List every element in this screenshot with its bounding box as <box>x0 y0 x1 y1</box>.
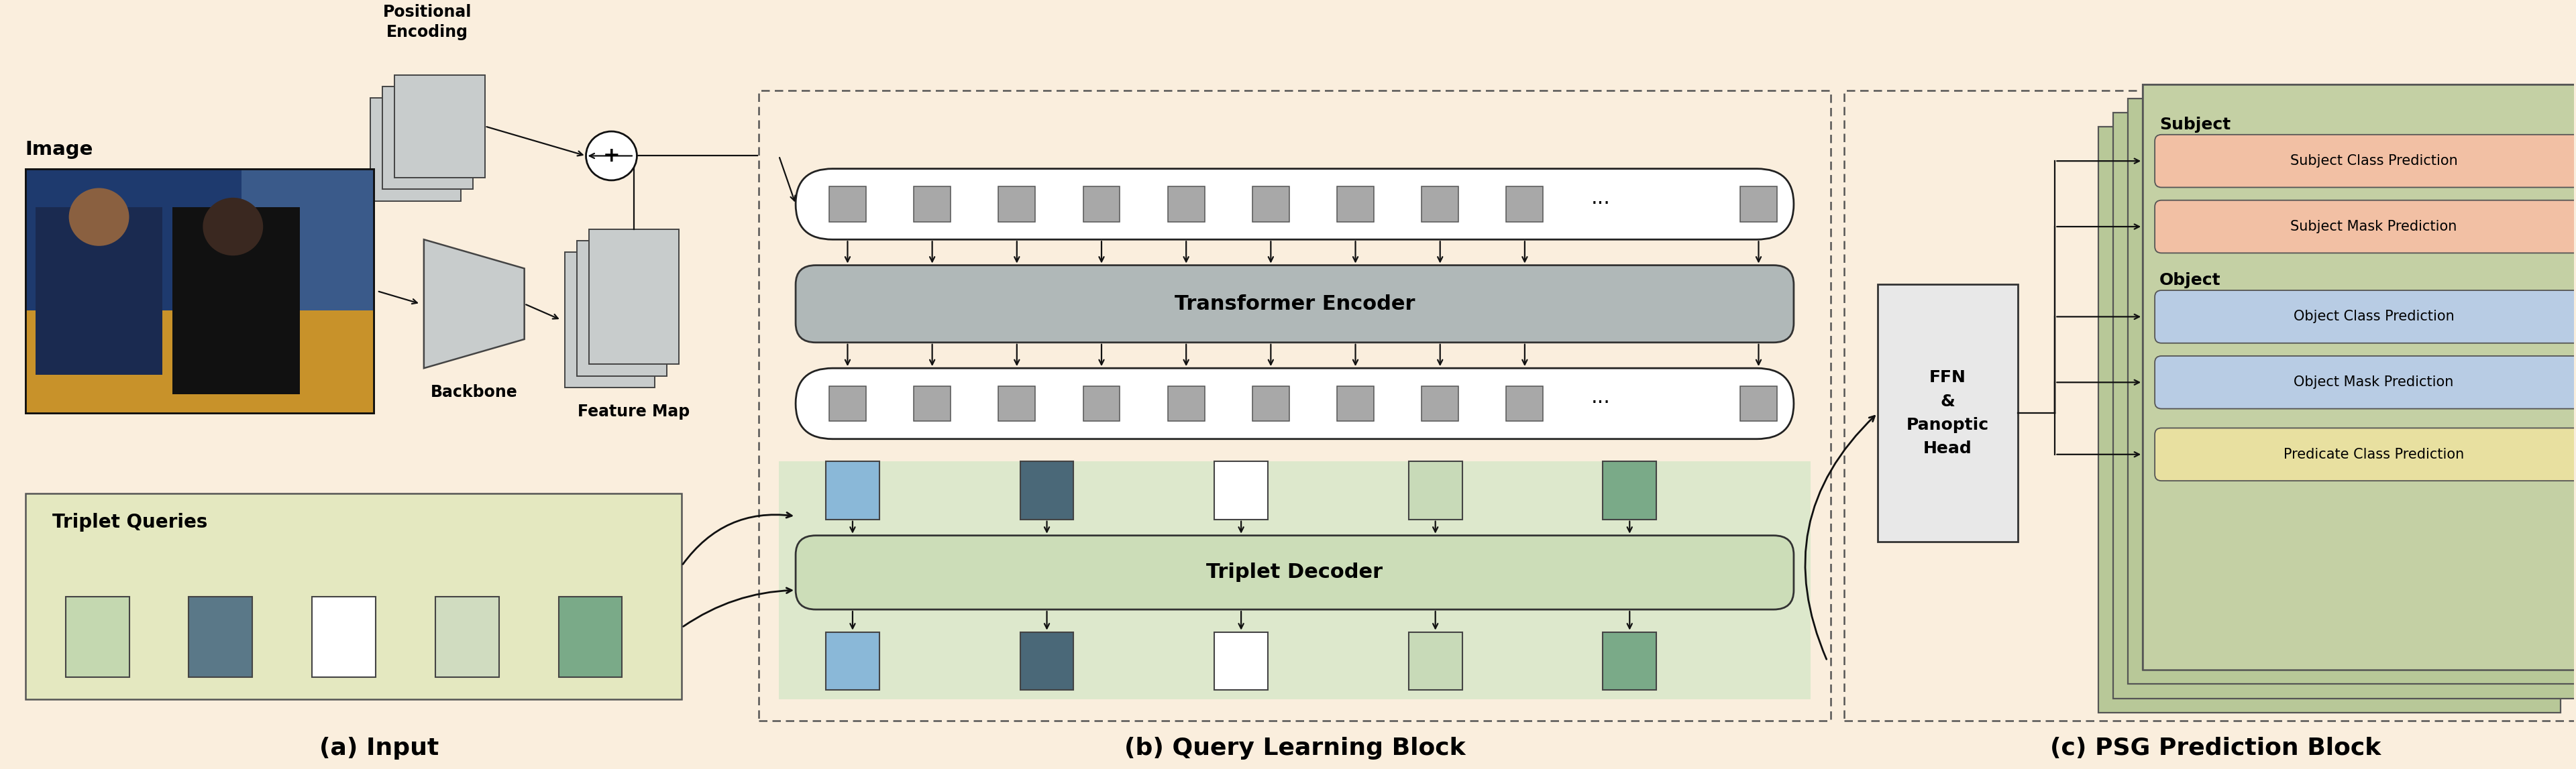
FancyBboxPatch shape <box>371 98 461 201</box>
FancyBboxPatch shape <box>36 208 162 375</box>
FancyBboxPatch shape <box>1507 386 1543 421</box>
FancyBboxPatch shape <box>590 229 680 365</box>
Text: Subject: Subject <box>2159 117 2231 133</box>
Text: Triplet Decoder: Triplet Decoder <box>1206 563 1383 582</box>
Text: Object: Object <box>2159 272 2221 288</box>
FancyBboxPatch shape <box>796 265 1793 342</box>
FancyBboxPatch shape <box>1020 461 1074 519</box>
FancyBboxPatch shape <box>827 461 878 519</box>
FancyBboxPatch shape <box>1020 632 1074 690</box>
FancyBboxPatch shape <box>1409 461 1463 519</box>
FancyBboxPatch shape <box>796 535 1793 610</box>
FancyBboxPatch shape <box>2154 291 2576 343</box>
FancyBboxPatch shape <box>2128 98 2576 684</box>
FancyBboxPatch shape <box>1844 90 2576 721</box>
FancyBboxPatch shape <box>796 168 1793 239</box>
Polygon shape <box>425 239 526 368</box>
FancyBboxPatch shape <box>26 494 683 700</box>
FancyBboxPatch shape <box>827 632 878 690</box>
FancyBboxPatch shape <box>829 186 866 221</box>
Text: Image: Image <box>26 140 93 159</box>
FancyArrowPatch shape <box>683 512 791 564</box>
FancyBboxPatch shape <box>829 386 866 421</box>
FancyBboxPatch shape <box>577 241 667 376</box>
Text: Transformer Encoder: Transformer Encoder <box>1175 294 1414 314</box>
FancyBboxPatch shape <box>2143 85 2576 670</box>
Circle shape <box>204 198 263 255</box>
Text: Object Mask Prediction: Object Mask Prediction <box>2293 375 2455 389</box>
FancyBboxPatch shape <box>778 461 1811 700</box>
Text: ···: ··· <box>1592 195 1610 214</box>
FancyBboxPatch shape <box>1252 386 1288 421</box>
FancyBboxPatch shape <box>2154 428 2576 481</box>
FancyBboxPatch shape <box>26 168 374 413</box>
Circle shape <box>585 131 636 180</box>
FancyBboxPatch shape <box>796 368 1793 439</box>
FancyBboxPatch shape <box>1422 386 1458 421</box>
FancyBboxPatch shape <box>559 597 623 677</box>
FancyArrowPatch shape <box>683 588 791 627</box>
Text: Feature Map: Feature Map <box>577 404 690 420</box>
FancyBboxPatch shape <box>26 168 242 311</box>
FancyBboxPatch shape <box>1602 461 1656 519</box>
Text: Predicate Class Prediction: Predicate Class Prediction <box>2282 448 2465 461</box>
FancyBboxPatch shape <box>1422 186 1458 221</box>
FancyBboxPatch shape <box>435 597 500 677</box>
FancyBboxPatch shape <box>242 168 374 311</box>
Text: (c) PSG Prediction Block: (c) PSG Prediction Block <box>2050 737 2380 760</box>
FancyBboxPatch shape <box>1878 285 2017 542</box>
FancyBboxPatch shape <box>1252 186 1288 221</box>
FancyBboxPatch shape <box>999 186 1036 221</box>
FancyBboxPatch shape <box>999 386 1036 421</box>
Text: Subject Class Prediction: Subject Class Prediction <box>2290 155 2458 168</box>
FancyBboxPatch shape <box>173 208 299 394</box>
Circle shape <box>70 188 129 246</box>
FancyBboxPatch shape <box>1082 186 1121 221</box>
FancyBboxPatch shape <box>1409 632 1463 690</box>
FancyBboxPatch shape <box>2154 200 2576 253</box>
FancyBboxPatch shape <box>13 90 744 721</box>
FancyBboxPatch shape <box>564 252 654 388</box>
Text: ···: ··· <box>1592 394 1610 413</box>
FancyBboxPatch shape <box>1337 386 1373 421</box>
FancyBboxPatch shape <box>1602 632 1656 690</box>
FancyBboxPatch shape <box>394 75 484 178</box>
FancyBboxPatch shape <box>2154 356 2576 409</box>
FancyBboxPatch shape <box>381 86 474 189</box>
FancyBboxPatch shape <box>1213 632 1267 690</box>
Text: Subject Mask Prediction: Subject Mask Prediction <box>2290 220 2458 233</box>
FancyBboxPatch shape <box>312 597 376 677</box>
Text: Backbone: Backbone <box>430 384 518 401</box>
FancyBboxPatch shape <box>914 386 951 421</box>
Text: Object Class Prediction: Object Class Prediction <box>2293 310 2455 324</box>
FancyBboxPatch shape <box>1213 461 1267 519</box>
FancyBboxPatch shape <box>760 90 1832 721</box>
FancyBboxPatch shape <box>2099 127 2561 712</box>
Text: Triplet Queries: Triplet Queries <box>52 513 206 531</box>
Text: (a) Input: (a) Input <box>319 737 438 760</box>
FancyBboxPatch shape <box>1741 186 1777 221</box>
Text: (b) Query Learning Block: (b) Query Learning Block <box>1123 737 1466 760</box>
FancyBboxPatch shape <box>1337 186 1373 221</box>
FancyBboxPatch shape <box>64 597 129 677</box>
FancyBboxPatch shape <box>2154 135 2576 188</box>
FancyBboxPatch shape <box>1741 386 1777 421</box>
FancyBboxPatch shape <box>188 597 252 677</box>
FancyBboxPatch shape <box>1167 186 1206 221</box>
FancyArrowPatch shape <box>1806 416 1875 659</box>
FancyBboxPatch shape <box>26 311 374 413</box>
FancyBboxPatch shape <box>2143 85 2576 670</box>
FancyBboxPatch shape <box>1507 186 1543 221</box>
FancyBboxPatch shape <box>1167 386 1206 421</box>
FancyBboxPatch shape <box>914 186 951 221</box>
FancyBboxPatch shape <box>2112 113 2576 698</box>
Text: FFN
&
Panoptic
Head: FFN & Panoptic Head <box>1906 370 1989 457</box>
FancyBboxPatch shape <box>1082 386 1121 421</box>
Text: Positional
Encoding: Positional Encoding <box>384 4 471 40</box>
Text: +: + <box>603 146 621 165</box>
